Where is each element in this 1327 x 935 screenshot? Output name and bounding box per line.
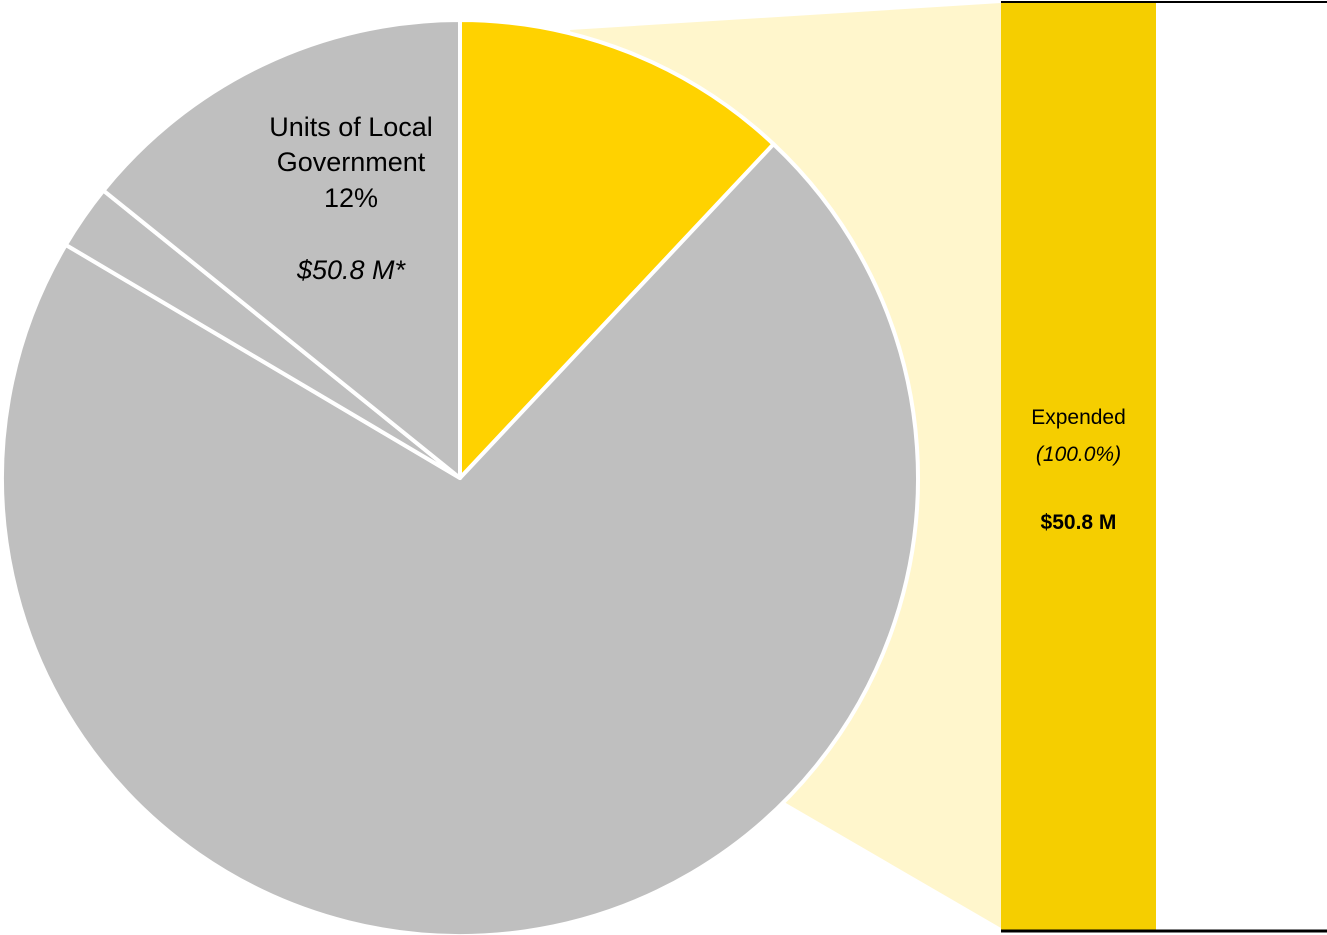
slice-label-line2: Government — [277, 147, 426, 177]
bar-segment-expended — [1001, 3, 1156, 930]
slice-label-line1: Units of Local — [269, 112, 433, 142]
bar-series-name: Expended — [1031, 406, 1126, 429]
pie-slice-2 — [0, 142, 920, 935]
slice-amount-label: $50.8 M* — [296, 255, 407, 285]
pie-slice-4 — [101, 18, 462, 480]
bar-series-amount: $50.8 M — [1041, 511, 1117, 534]
pie-labels: Units of Local Government 12% $50.8 M* — [269, 112, 433, 285]
pie-chart — [0, 18, 920, 935]
bar-series-percent: (100.0%) — [1036, 443, 1121, 466]
slice-percent-label: 12% — [324, 183, 378, 213]
pie-slice-1 — [458, 18, 776, 480]
breakdown-bar: Expended (100.0%) $50.8 M — [1001, 1, 1327, 933]
